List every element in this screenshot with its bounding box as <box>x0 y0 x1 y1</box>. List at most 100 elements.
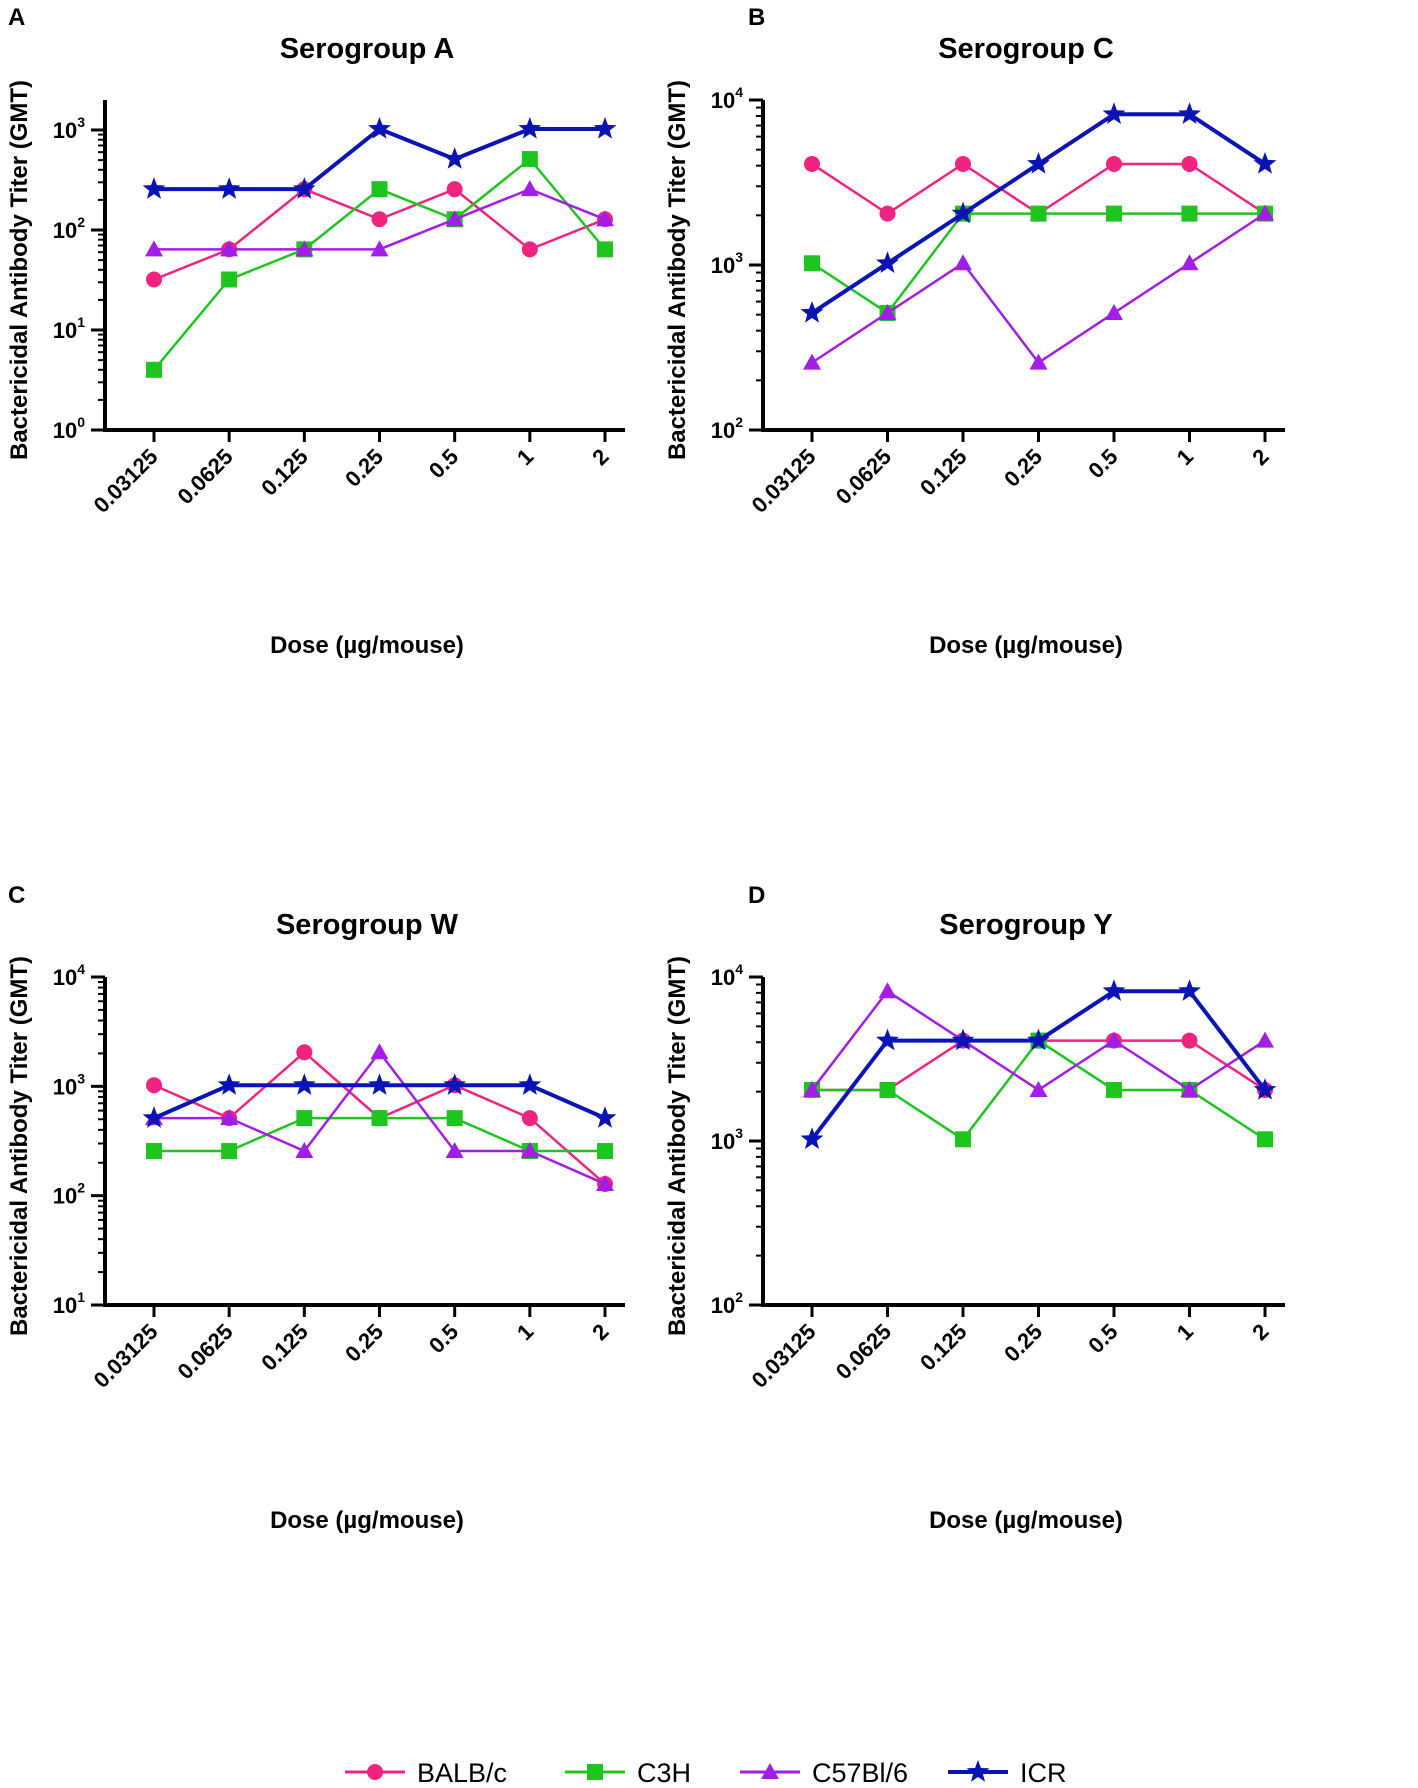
legend-marker-square <box>587 1764 603 1780</box>
data-point-c3h <box>1106 1081 1122 1098</box>
data-point-c3h <box>371 181 388 198</box>
chart-panel-b: B Serogroup C 102 103 104 0.03125 0.0625 0.125 0… <box>664 4 1285 659</box>
x-tick-label: 0.25 <box>340 1319 388 1367</box>
legend-item-c57bl-6: C57Bl/6 <box>740 1758 908 1788</box>
x-tick-label: 0.125 <box>915 1319 972 1376</box>
data-point-icr <box>1102 979 1126 1001</box>
y-tick-label: 104 <box>53 961 85 990</box>
chart-panel-a: A Serogroup A 100 101 102 103 0.03125 0.0625 0.1… <box>6 4 625 659</box>
data-point-icr <box>292 1073 316 1095</box>
data-point-icr <box>518 116 542 139</box>
panel-label-b: B <box>748 4 765 31</box>
data-point-c3h <box>1106 205 1122 222</box>
data-point-icr <box>593 1106 617 1128</box>
data-point-c3h <box>597 1143 613 1160</box>
x-axis-label: Dose (µg/mouse) <box>270 632 464 659</box>
data-point-balb-c <box>371 211 388 228</box>
y-tick-label: 103 <box>711 249 743 278</box>
legend-marker-star <box>966 1760 990 1782</box>
chart-title: Serogroup W <box>276 909 459 941</box>
data-point-c3h <box>296 1110 313 1127</box>
data-point-c3h <box>879 1081 896 1098</box>
legend-label: C57Bl/6 <box>812 1758 908 1788</box>
data-point-c57bl-6 <box>1256 1031 1274 1048</box>
y-axis-label: Bactericidal Antibody Titer (GMT) <box>6 80 33 460</box>
legend-label: ICR <box>1020 1758 1067 1788</box>
data-point-c57bl-6 <box>1180 254 1199 271</box>
x-tick-label: 0.03125 <box>89 444 163 518</box>
data-point-balb-c <box>146 1077 162 1094</box>
y-tick-label: 103 <box>711 1125 743 1154</box>
x-tick-label: 0.5 <box>424 1319 463 1358</box>
x-tick-label: 0.0625 <box>172 444 237 509</box>
data-point-balb-c <box>446 181 463 198</box>
legend-label: C3H <box>637 1758 691 1788</box>
x-tick-label: 0.0625 <box>831 1319 896 1384</box>
data-point-c57bl-6 <box>1029 353 1048 370</box>
data-point-c57bl-6 <box>145 240 163 257</box>
data-point-c3h <box>804 255 820 272</box>
legend-item-icr: ICR <box>948 1758 1067 1788</box>
data-point-balb-c <box>296 1044 313 1061</box>
chart-panel-c: C Serogroup W 101 102 103 104 0.03125 0.0625 0.1… <box>6 882 625 1534</box>
data-point-c3h <box>597 241 613 258</box>
data-point-c57bl-6 <box>445 210 464 227</box>
data-point-c3h <box>146 1143 162 1160</box>
series-icr <box>800 979 1277 1150</box>
x-tick-label: 0.5 <box>1083 444 1122 483</box>
data-point-c57bl-6 <box>220 240 239 257</box>
x-tick-label: 1 <box>1172 444 1198 470</box>
data-point-balb-c <box>1181 1032 1198 1049</box>
y-tick-label: 101 <box>53 1289 85 1318</box>
data-point-c57bl-6 <box>295 240 314 257</box>
chart-title: Serogroup Y <box>939 909 1113 941</box>
data-point-icr <box>142 177 166 199</box>
chart-title: Serogroup C <box>938 33 1114 65</box>
data-point-c57bl-6 <box>370 240 389 257</box>
data-point-c57bl-6 <box>878 303 897 320</box>
legend-label: BALB/c <box>417 1758 507 1788</box>
data-point-icr <box>1253 1077 1277 1100</box>
y-tick-label: 103 <box>53 114 85 143</box>
data-point-c57bl-6 <box>803 1080 821 1097</box>
x-tick-label: 0.0625 <box>172 1319 237 1384</box>
data-point-icr <box>443 147 467 169</box>
x-tick-label: 0.03125 <box>747 444 821 518</box>
data-point-icr <box>876 251 899 274</box>
data-point-c57bl-6 <box>596 1174 614 1191</box>
data-point-icr <box>800 1127 824 1150</box>
panel-label-a: A <box>8 4 25 31</box>
x-axis-label: Dose (µg/mouse) <box>270 1507 464 1534</box>
data-point-icr <box>1178 979 1201 1001</box>
y-tick-label: 102 <box>53 214 85 243</box>
x-tick-label: 0.25 <box>340 444 388 492</box>
panel-label-d: D <box>748 882 765 909</box>
legend-marker-triangle <box>761 1763 779 1779</box>
data-point-c57bl-6 <box>954 254 972 271</box>
x-axis-label: Dose (µg/mouse) <box>929 1507 1123 1534</box>
data-point-balb-c <box>879 205 896 222</box>
data-point-balb-c <box>804 155 820 172</box>
data-point-c3h <box>1257 1131 1273 1148</box>
series-c3h <box>146 151 613 378</box>
x-tick-label: 2 <box>1247 444 1273 470</box>
x-tick-label: 0.03125 <box>89 1319 163 1393</box>
data-point-balb-c <box>521 1110 538 1127</box>
data-point-c3h <box>1181 205 1198 222</box>
series-icr <box>800 102 1277 323</box>
data-point-c3h <box>221 271 238 288</box>
series-line-c3h <box>811 212 1265 315</box>
data-point-icr <box>518 1073 542 1095</box>
x-tick-label: 2 <box>1247 1319 1273 1345</box>
x-tick-label: 0.5 <box>1083 1319 1122 1358</box>
y-tick-label: 101 <box>53 314 85 343</box>
series-icr <box>142 1073 617 1128</box>
data-point-balb-c <box>1181 155 1198 172</box>
data-point-icr <box>368 1073 391 1095</box>
data-point-c57bl-6 <box>1029 1080 1048 1097</box>
data-point-c3h <box>521 151 538 168</box>
y-tick-label: 102 <box>711 414 743 443</box>
data-point-c57bl-6 <box>520 180 539 197</box>
legend-item-balb-c: BALB/c <box>345 1758 507 1788</box>
data-point-icr <box>217 1073 241 1095</box>
